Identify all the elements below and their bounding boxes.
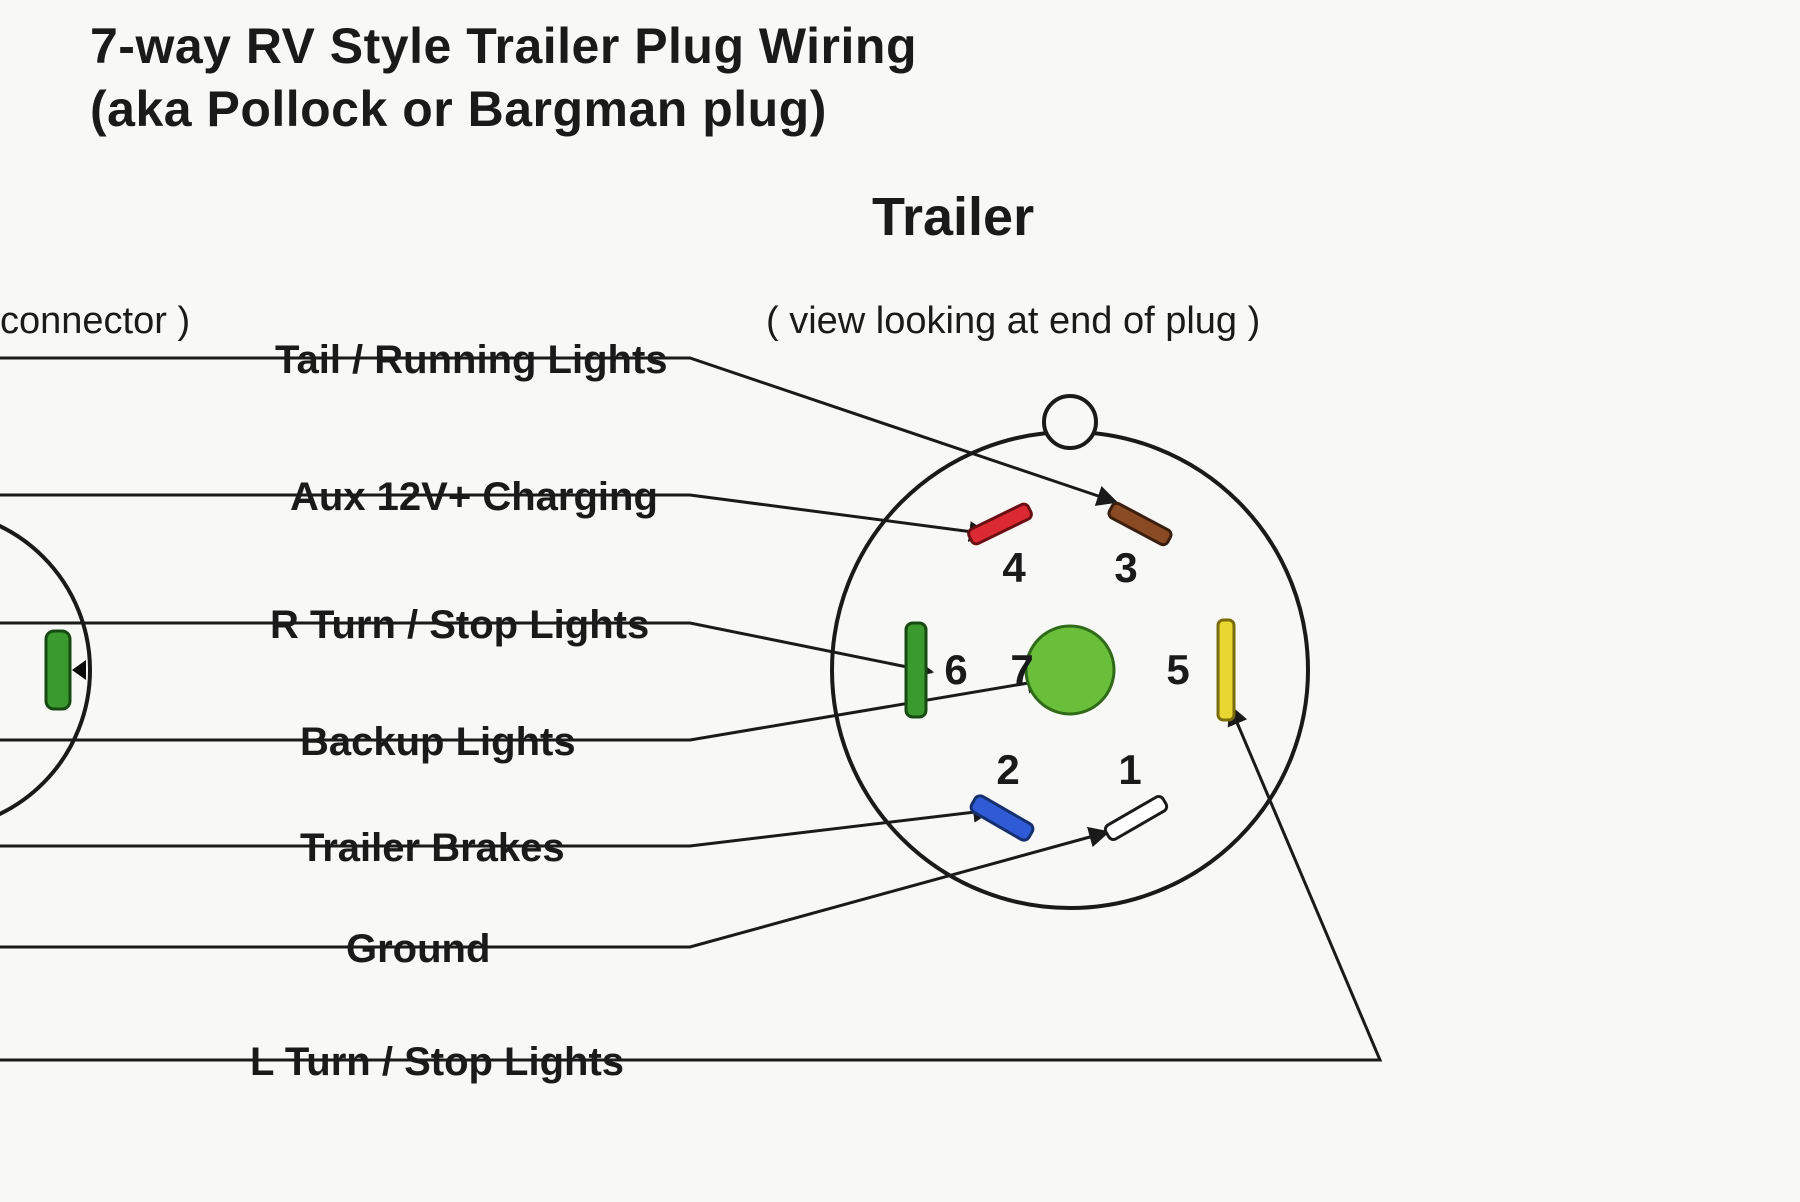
- svg-text:7: 7: [1010, 646, 1033, 693]
- svg-text:2: 2: [996, 746, 1019, 793]
- svg-text:3: 3: [1114, 544, 1137, 591]
- svg-text:5: 5: [1166, 646, 1189, 693]
- svg-text:6: 6: [944, 646, 967, 693]
- svg-text:1: 1: [1118, 746, 1141, 793]
- svg-text:4: 4: [1002, 544, 1026, 591]
- wiring-diagram: 1 2 3 4 5 67: [0, 0, 1800, 1202]
